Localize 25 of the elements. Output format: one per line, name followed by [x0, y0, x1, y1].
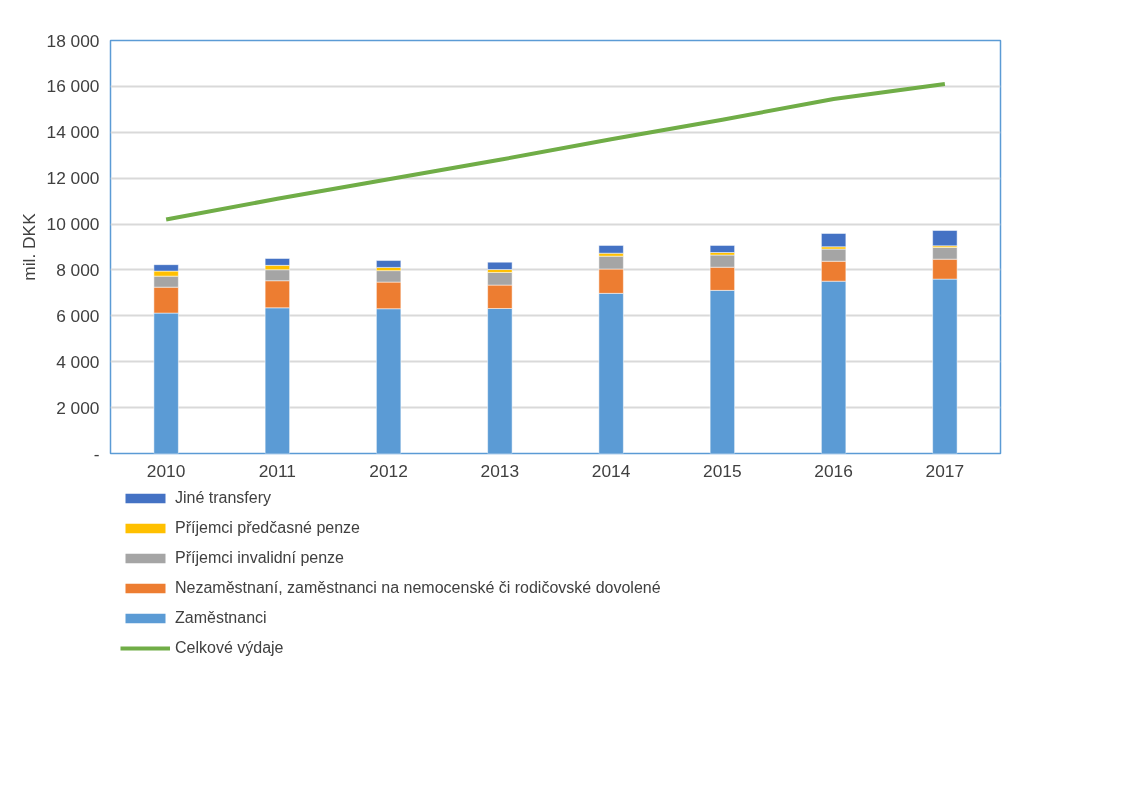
legend-label: Příjemci invalidní penze: [175, 549, 344, 567]
legend-label: Příjemci předčasné penze: [175, 519, 360, 537]
x-tick-label: 2013: [480, 460, 520, 481]
x-tick-label: 2016: [814, 460, 853, 481]
y-tick-label: 8 000: [56, 259, 100, 280]
y-tick-label: 18 000: [46, 30, 100, 51]
x-tick-label: 2015: [703, 460, 742, 481]
y-axis-title: mil. DKK: [18, 212, 39, 281]
legend-label: Jiné transfery: [175, 489, 272, 507]
y-tick-label: 16 000: [46, 76, 100, 97]
legend-label: Celkové výdaje: [175, 639, 284, 657]
y-tick-label: 6 000: [56, 305, 100, 326]
x-tick-label: 2011: [258, 460, 297, 481]
y-tick-label: 14 000: [46, 122, 100, 143]
legend-label: Nezaměstnaní, zaměstnanci na nemocenské či rodičovské dovolené: [175, 579, 661, 597]
y-tick-label: 4 000: [56, 351, 100, 372]
x-tick-label: 2010: [146, 460, 186, 481]
y-tick-label: 2 000: [56, 397, 100, 418]
y-tick-label: 10 000: [46, 214, 100, 235]
legend-label: Zaměstnanci: [175, 609, 267, 627]
x-tick-label: 2012: [369, 460, 408, 481]
x-tick-label: 2014: [591, 460, 631, 481]
x-tick-label: 2017: [925, 460, 965, 481]
y-tick-label: 12 000: [46, 168, 100, 189]
y-tick-label: -: [93, 443, 100, 464]
